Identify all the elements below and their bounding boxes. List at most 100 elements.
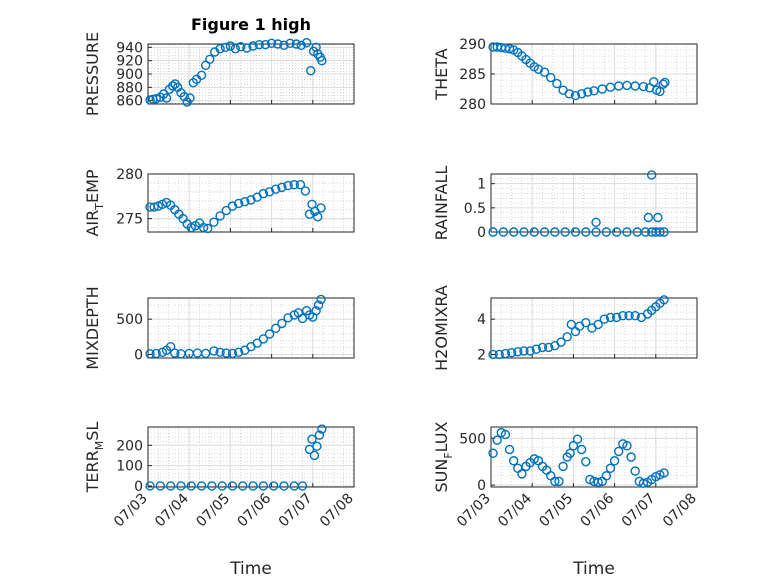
data-point [570,227,581,237]
data-point [291,39,302,49]
data-point [186,481,196,491]
data-point [601,471,612,481]
data-point [539,67,550,77]
x-tick-label: 07/08 [317,491,357,531]
panel-theta: 280 285 290 THETA [432,37,698,113]
y-axis-label: H2OMIXRA [432,285,451,371]
data-point [155,481,166,491]
data-point [313,300,324,310]
data-point [215,347,225,358]
data-point [529,227,539,237]
data-point [316,203,326,213]
data-point [248,41,258,51]
data-point [658,79,668,89]
x-tick-label: 07/06 [578,490,618,530]
data-point [494,349,504,360]
data-point [227,481,238,491]
data-point [618,310,628,321]
x-tick-label: 07/06 [235,490,275,530]
y-tick-label: 0 [477,478,486,494]
data-point [638,478,649,488]
y-tick-label: 275 [116,212,143,228]
data-point [207,481,217,491]
data-point [500,429,511,440]
y-axis-label-rest: LUX [432,421,451,452]
data-point [196,481,207,491]
data-point [506,348,517,358]
y-axis-label-rest: EMP [83,169,102,203]
data-point [611,227,622,237]
data-point [252,338,262,348]
x-tick-label: 07/08 [660,491,700,531]
data-point [168,81,178,91]
data-point [221,205,231,216]
y-axis-label: AIRTEMP [83,169,106,236]
data-point [611,312,622,323]
data-point [264,329,275,339]
data-point [605,312,616,323]
axes-frame [490,173,698,233]
data-point [552,78,562,89]
data-point [638,81,649,92]
data-point [517,469,527,479]
data-point [279,481,289,491]
data-point [217,481,227,491]
panel-rainfall: 0 0.5 1 RAINFALL [432,166,698,241]
data-point [312,441,322,452]
data-point [317,55,327,66]
data-point [198,222,209,233]
data-point [248,481,258,491]
axes-frame [490,297,698,359]
data-point [289,180,299,190]
data-point [488,227,498,237]
x-tick-label: 07/03 [454,491,494,531]
data-point [258,188,269,199]
x-tick-label: 07/07 [276,491,316,531]
data-point [492,435,502,445]
data-point [233,347,244,358]
data-point [151,348,161,359]
data-point [646,170,657,180]
data-point [264,187,275,197]
data-point [271,323,281,334]
data-point [313,212,323,222]
y-axis-label-main: AIR [83,210,102,237]
data-point [488,448,498,458]
data-point [254,39,264,50]
data-point [525,346,535,356]
data-point [306,65,316,76]
data-series [488,295,669,360]
data-point [297,481,308,491]
y-tick-label: 860 [116,94,143,110]
data-point [640,227,651,237]
data-point [277,318,287,329]
y-axis-label: PRESSURE [83,32,102,116]
x-tick-label: 07/05 [193,491,233,531]
data-point [165,342,176,352]
y-tick-label: 2 [477,347,486,363]
data-point [626,452,636,462]
data-point [653,212,663,223]
x-axis-label-left: Time [229,559,272,579]
data-point [170,348,180,358]
panel-sun_flux: 0 500 07/03 07/04 07/05 07/06 07/07 07/08 SUNFLU… [432,421,700,530]
y-axis-label-subscript: T [93,203,106,211]
y-tick-label: 0.5 [464,201,486,217]
data-point [200,348,211,359]
y-axis-label: RAINFALL [432,166,451,241]
data-point [260,39,271,50]
data-series [145,38,327,107]
data-point [145,349,155,359]
data-point [649,77,659,87]
data-point [562,332,572,342]
data-point [601,227,612,237]
data-point [508,227,519,237]
data-point [609,456,620,466]
data-point [316,294,326,305]
y-axis-label: TERRMSL [83,422,106,494]
data-point [246,195,256,205]
y-tick-label: 500 [116,312,143,328]
data-point [519,346,529,356]
data-series [488,427,669,488]
